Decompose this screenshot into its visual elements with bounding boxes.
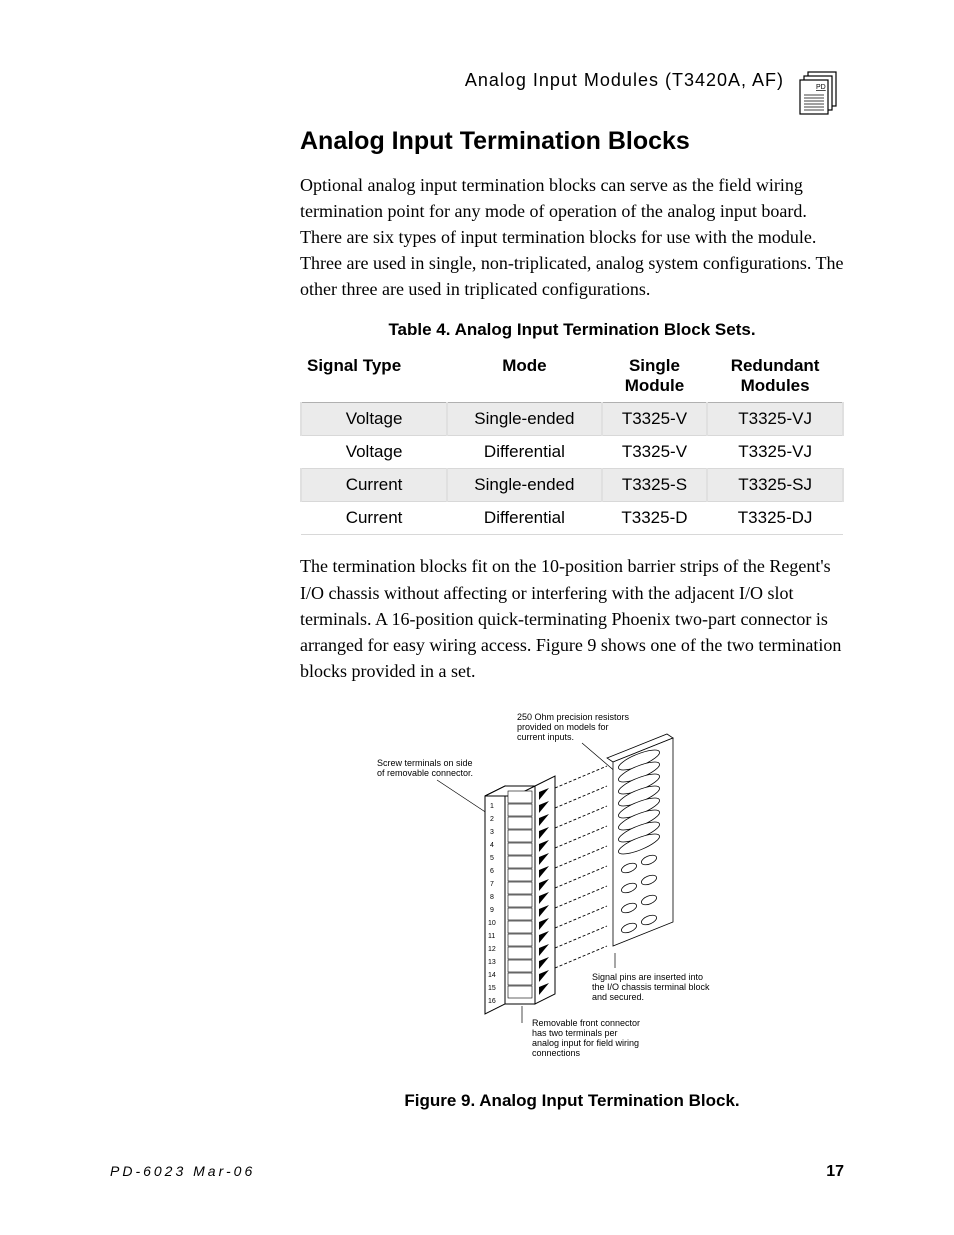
col-single-module: SingleModule — [602, 350, 708, 403]
running-header: Analog Input Modules (T3420A, AF) — [110, 70, 784, 91]
annot-screw: Screw terminals on side — [377, 758, 473, 768]
svg-text:13: 13 — [488, 959, 496, 966]
post-table-paragraph: The termination blocks fit on the 10-pos… — [300, 553, 844, 683]
col-redundant-modules: RedundantModules — [707, 350, 843, 403]
svg-text:2: 2 — [490, 816, 494, 823]
content-column: Analog Input Termination Blocks Optional… — [300, 127, 844, 1111]
svg-text:7: 7 — [490, 881, 494, 888]
annot-pins: Signal pins are inserted into — [592, 972, 703, 982]
svg-text:12: 12 — [488, 946, 496, 953]
page-footer: PD-6023 Mar-06 17 — [110, 1163, 844, 1181]
termination-block-diagram: 250 Ohm precision resistors provided on … — [357, 708, 787, 1068]
table-row: Current Single-ended T3325-S T3325-SJ — [301, 469, 843, 502]
svg-text:connections: connections — [532, 1048, 581, 1058]
table-row: Voltage Differential T3325-V T3325-VJ — [301, 436, 843, 469]
svg-text:has two terminals per: has two terminals per — [532, 1028, 618, 1038]
annot-resistors: 250 Ohm precision resistors — [517, 712, 630, 722]
pd-icon-label: PD — [816, 84, 826, 91]
svg-text:15: 15 — [488, 985, 496, 992]
svg-text:the I/O chassis terminal block: the I/O chassis terminal block — [592, 982, 710, 992]
svg-text:1: 1 — [490, 803, 494, 810]
figure-9: 250 Ohm precision resistors provided on … — [300, 708, 844, 1111]
table-row: Current Differential T3325-D T3325-DJ — [301, 502, 843, 535]
section-title: Analog Input Termination Blocks — [300, 127, 844, 156]
svg-text:5: 5 — [490, 855, 494, 862]
col-signal-type: Signal Type — [301, 350, 447, 403]
table-caption: Table 4. Analog Input Termination Block … — [300, 320, 844, 340]
svg-text:4: 4 — [490, 842, 494, 849]
svg-text:3: 3 — [490, 829, 494, 836]
svg-text:and secured.: and secured. — [592, 992, 644, 1002]
footer-page-number: 17 — [826, 1163, 844, 1181]
svg-text:11: 11 — [488, 933, 495, 940]
svg-text:9: 9 — [490, 907, 494, 914]
pd-doc-icon: PD — [794, 70, 844, 121]
resistor-array — [607, 734, 673, 946]
svg-text:analog input for field wiring: analog input for field wiring — [532, 1038, 639, 1048]
figure-caption: Figure 9. Analog Input Termination Block… — [300, 1091, 844, 1111]
intro-paragraph: Optional analog input termination blocks… — [300, 172, 844, 302]
svg-text:current inputs.: current inputs. — [517, 732, 574, 742]
svg-text:14: 14 — [488, 972, 496, 979]
annot-front: Removable front connector — [532, 1018, 640, 1028]
termination-block-table: Signal Type Mode SingleModule RedundantM… — [300, 350, 844, 535]
svg-text:16: 16 — [488, 998, 496, 1005]
footer-doc-id: PD-6023 Mar-06 — [110, 1163, 255, 1181]
table-row: Voltage Single-ended T3325-V T3325-VJ — [301, 403, 843, 436]
svg-text:8: 8 — [490, 894, 494, 901]
svg-text:10: 10 — [488, 920, 496, 927]
svg-text:of removable connector.: of removable connector. — [377, 768, 473, 778]
col-mode: Mode — [447, 350, 602, 403]
page: PD Analog Input Modules (T3420A, AF) Ana… — [0, 0, 954, 1235]
svg-text:provided on models for: provided on models for — [517, 722, 609, 732]
table-header-row: Signal Type Mode SingleModule RedundantM… — [301, 350, 843, 403]
svg-text:6: 6 — [490, 868, 494, 875]
